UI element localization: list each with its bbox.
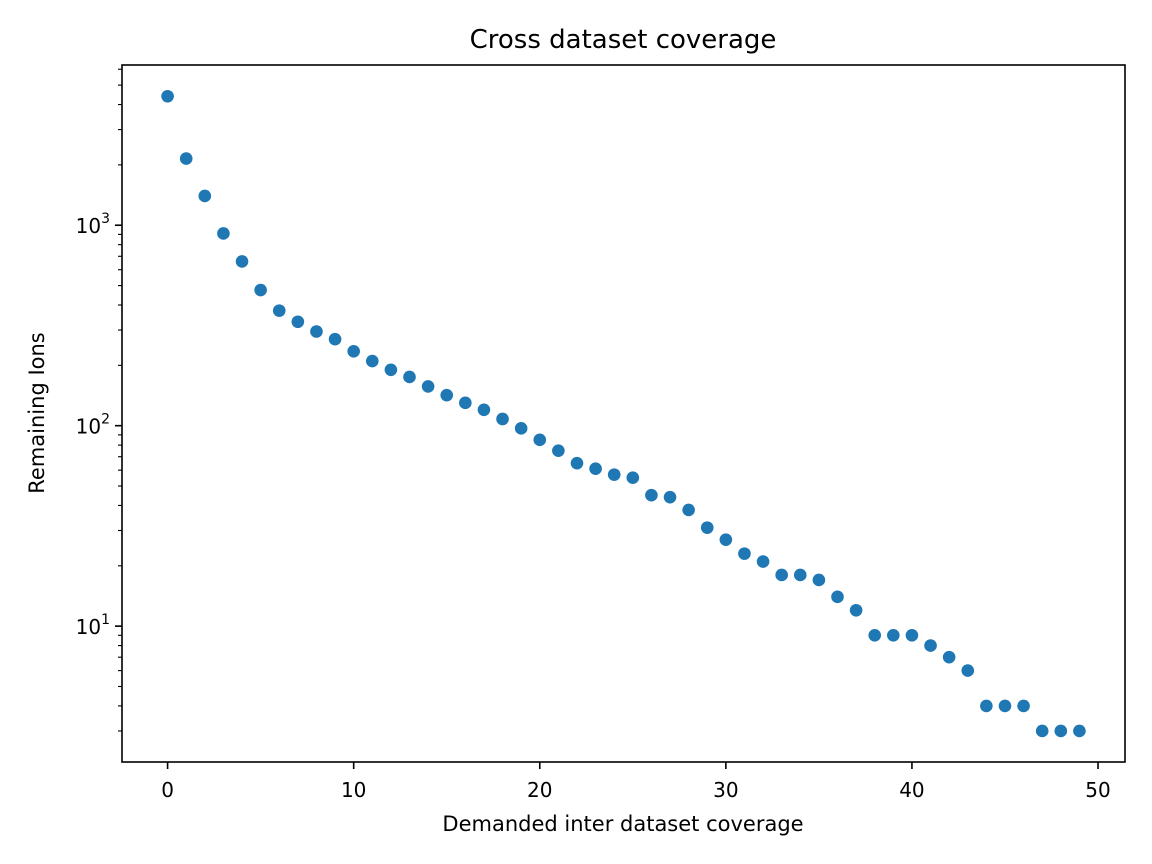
data-point (738, 547, 751, 560)
data-point (887, 629, 900, 642)
data-point (235, 255, 249, 268)
data-point (961, 664, 975, 677)
data-point (1073, 724, 1086, 738)
data-point (179, 152, 193, 165)
data-point (459, 396, 472, 410)
data-point (868, 629, 882, 642)
data-point (589, 462, 602, 476)
x-tick-label: 20 (527, 778, 552, 802)
y-tick-label: 103 (76, 211, 110, 238)
data-point (607, 468, 621, 481)
y-tick-label-base: 10 (76, 415, 101, 439)
data-point (198, 189, 212, 203)
data-point (1017, 699, 1030, 713)
y-tick-label: 102 (76, 412, 110, 439)
y-axis-label: Remaining Ions (25, 332, 49, 493)
x-tick-label: 50 (1085, 778, 1110, 802)
data-points (161, 89, 1086, 738)
data-point (645, 488, 658, 502)
data-point (626, 471, 640, 485)
data-point (756, 555, 770, 568)
data-point (440, 388, 454, 402)
data-point (1054, 724, 1068, 738)
data-point (980, 699, 993, 713)
data-point (421, 380, 435, 393)
data-point (217, 227, 230, 240)
data-point (272, 304, 286, 317)
y-tick-label-base: 10 (76, 214, 101, 238)
data-point (663, 490, 677, 504)
y-tick-label-exponent: 1 (101, 612, 110, 628)
x-tick-label: 30 (713, 778, 738, 802)
data-point (998, 699, 1012, 713)
data-point (552, 444, 565, 458)
data-point (700, 521, 714, 534)
y-tick-label-exponent: 2 (101, 412, 110, 428)
y-tick-label: 101 (76, 612, 110, 639)
data-point (496, 412, 509, 426)
x-tick-label: 10 (341, 778, 366, 802)
data-point (849, 603, 863, 617)
x-axis-label: Demanded inter dataset coverage (442, 812, 803, 836)
data-point (403, 370, 416, 384)
data-point (942, 650, 956, 664)
data-point (291, 315, 305, 329)
data-point (905, 629, 919, 642)
data-point (682, 503, 695, 517)
data-point (793, 568, 807, 582)
data-point (365, 354, 379, 368)
x-axis-ticks: 0 10 20 30 40 50 (161, 762, 1111, 802)
data-point (328, 332, 342, 346)
data-point (570, 456, 584, 470)
data-point (924, 639, 937, 652)
y-tick-label-base: 10 (76, 615, 101, 639)
data-point (384, 363, 398, 377)
y-tick-label-exponent: 3 (101, 211, 110, 227)
data-point (254, 283, 267, 297)
data-point (719, 533, 733, 546)
data-point (161, 89, 174, 103)
data-point (831, 590, 844, 604)
data-point (347, 345, 360, 358)
x-tick-label: 40 (899, 778, 924, 802)
data-point (1035, 724, 1049, 738)
data-point (812, 573, 826, 587)
data-point (477, 403, 491, 417)
chart-title: Cross dataset coverage (470, 25, 777, 55)
x-tick-label: 0 (161, 778, 174, 802)
plot-frame (121, 64, 1126, 763)
data-point (310, 325, 323, 338)
data-point (514, 422, 528, 435)
data-point (533, 433, 547, 447)
data-point (775, 568, 788, 582)
